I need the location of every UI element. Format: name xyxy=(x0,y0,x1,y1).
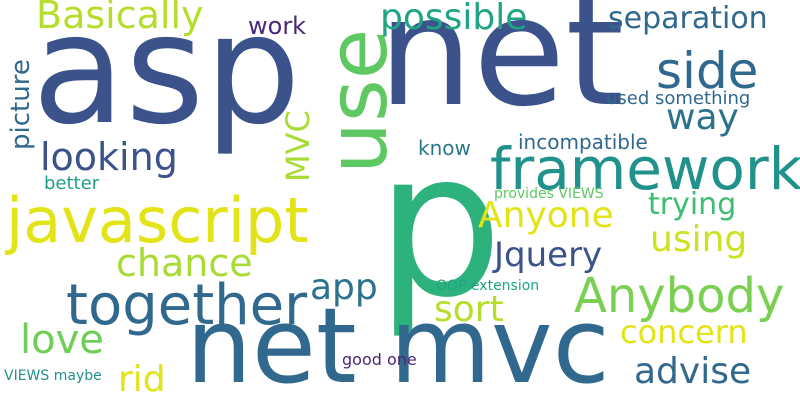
word-anybody: Anybody xyxy=(574,268,785,324)
word-net-mvc: net mvc xyxy=(186,285,610,400)
word-know: know xyxy=(418,136,471,160)
word-love: love xyxy=(20,317,104,363)
word-framework: framework xyxy=(490,135,800,203)
word-rid: rid xyxy=(118,359,166,400)
word-use: use xyxy=(311,28,406,174)
word-concern: concern xyxy=(620,313,748,351)
word-good-one: good one xyxy=(342,350,417,369)
word-app: app xyxy=(310,267,378,308)
word-net1: net xyxy=(378,0,625,140)
word-separation: separation xyxy=(608,1,768,36)
word-picture: picture xyxy=(6,59,36,150)
word-way: way xyxy=(666,97,739,138)
word-using: using xyxy=(650,219,748,260)
word-javascript: javascript xyxy=(6,184,309,257)
word-sort: sort xyxy=(434,289,504,330)
word-work: work xyxy=(248,12,307,40)
word-possible: possible xyxy=(380,0,528,38)
word-looking: looking xyxy=(40,135,178,179)
word-basically: Basically xyxy=(36,0,204,37)
word-trying: trying xyxy=(648,187,737,222)
word-p: p xyxy=(376,109,503,342)
word-chance: chance xyxy=(116,241,253,285)
word-jquery: Jquery xyxy=(494,235,603,275)
word-incompatible: incompatible xyxy=(518,130,648,154)
word-together: together xyxy=(66,273,308,338)
word-asp: asp xyxy=(32,0,301,158)
word-oop-extension: OOP extension xyxy=(436,278,540,294)
word-side: side xyxy=(656,42,759,100)
word-anyone: Anyone xyxy=(478,195,614,236)
word-views-maybe: VIEWS maybe xyxy=(4,368,102,384)
word-provides-views: provides VIEWS xyxy=(494,186,604,202)
word-used-something: used something xyxy=(606,88,751,109)
word-better: better xyxy=(44,173,100,194)
word-advise: advise xyxy=(634,351,752,392)
word-mvc: MVC xyxy=(279,110,317,182)
